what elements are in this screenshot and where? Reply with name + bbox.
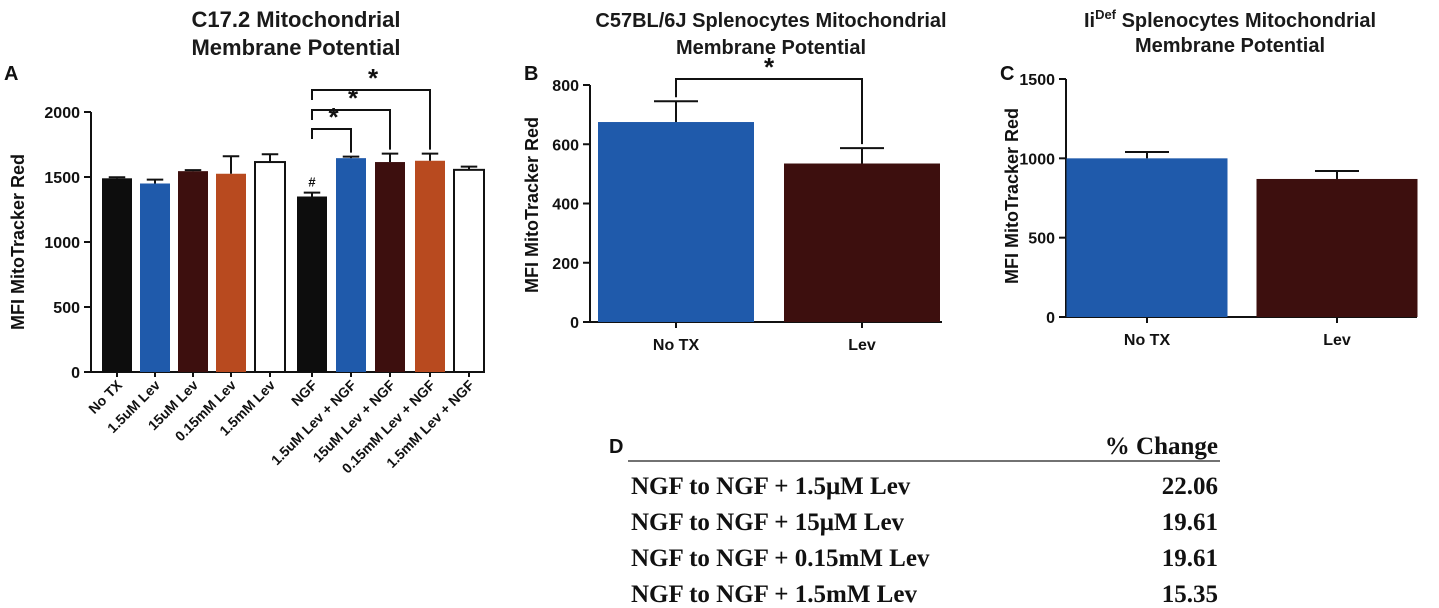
panel-d: D % Change NGF to NGF + 1.5μM Lev 22.06 NG… (609, 433, 1220, 608)
panel-b-bar (598, 122, 754, 322)
panel-a-y-tick-label: 2000 (44, 105, 80, 122)
panel-c-bar (1066, 158, 1228, 317)
table-row-label: NGF to NGF + 0.15mM Lev (631, 545, 930, 572)
panel-a-y-tick-label: 0 (71, 365, 80, 382)
panel-c-y-tick-label: 1500 (1019, 72, 1055, 89)
panel-a-bar (297, 196, 327, 372)
panel-letter-d: D (609, 436, 623, 458)
panel-c-title-line2: Membrane Potential (1135, 35, 1325, 57)
panel-a-significance-bracket (311, 128, 352, 153)
table-row-value: 22.06 (1162, 473, 1218, 500)
table-header-percent-change: % Change (1105, 433, 1218, 460)
panel-a-significance-star: * (328, 102, 339, 132)
panel-b-category-label: No TX (653, 337, 700, 354)
panel-a-hash-marker: # (308, 175, 316, 190)
panel-b: B C57BL/6J Splenocytes Mitochondrial Mem… (522, 10, 947, 354)
panel-letter-a: A (4, 63, 18, 85)
table-row-value: 19.61 (1162, 509, 1218, 536)
panel-a-category-label: NGF (288, 376, 321, 409)
panel-c-y-axis-label: MFI MitoTracker Red (1002, 108, 1022, 284)
panel-a-significance-bracket (311, 109, 391, 150)
panel-b-y-tick-label: 0 (570, 315, 579, 332)
panel-b-y-tick-label: 800 (552, 78, 579, 95)
panel-a-significance-bracket (311, 89, 431, 150)
panel-a-y-axis-label: MFI MitoTracker Red (8, 154, 28, 330)
panel-b-title-line2: Membrane Potential (676, 37, 866, 59)
panel-c: C IiDef Splenocytes Mitochondrial Membra… (1000, 7, 1418, 349)
panel-a-title-line1: C17.2 Mitochondrial (191, 7, 400, 32)
panel-b-y-tick-label: 600 (552, 137, 579, 154)
panel-a-bar (336, 158, 366, 372)
panel-c-category-label: No TX (1124, 332, 1171, 349)
table-row-label: NGF to NGF + 1.5mM Lev (631, 581, 917, 608)
panel-letter-c: C (1000, 63, 1014, 85)
panel-letter-b: B (524, 63, 538, 85)
table-row-value: 15.35 (1162, 581, 1218, 608)
panel-c-y-tick-label: 0 (1046, 310, 1055, 327)
panel-b-significance-bracket (675, 78, 863, 145)
panel-c-bar (1256, 178, 1418, 317)
panel-c-category-label: Lev (1323, 332, 1351, 349)
panel-a-bar (216, 173, 246, 372)
panel-b-y-tick-label: 200 (552, 256, 579, 273)
panel-a-bar (453, 168, 485, 373)
panel-b-significance-star: * (764, 52, 775, 82)
table-row-label: NGF to NGF + 1.5μM Lev (631, 473, 911, 500)
panel-a-title-line2: Membrane Potential (191, 35, 400, 60)
panel-a-bar (254, 161, 286, 373)
panel-a-bar (375, 162, 405, 372)
table-row-value: 19.61 (1162, 545, 1218, 572)
panel-b-bar (784, 163, 940, 322)
panel-a-y-tick-label: 500 (53, 300, 80, 317)
panel-a-bar (415, 160, 445, 372)
panel-b-y-axis-label: MFI MitoTracker Red (522, 117, 542, 293)
panel-b-y-tick-label: 400 (552, 197, 579, 214)
table-row-label: NGF to NGF + 15μM Lev (631, 509, 905, 536)
panel-a-significance-star: * (348, 83, 359, 113)
panel-b-category-label: Lev (848, 337, 876, 354)
panel-a-bar (102, 178, 132, 372)
panel-a: A C17.2 Mitochondrial Membrane Potential… (4, 7, 485, 476)
panel-c-y-tick-label: 1000 (1019, 151, 1055, 168)
panel-a-bar (178, 171, 208, 372)
panel-b-title-line1: C57BL/6J Splenocytes Mitochondrial (595, 10, 946, 32)
panel-a-y-tick-label: 1500 (44, 170, 80, 187)
panel-c-y-tick-label: 500 (1028, 231, 1055, 248)
panel-a-bar (140, 183, 170, 372)
panel-a-y-tick-label: 1000 (44, 235, 80, 252)
panel-c-title-line1: IiDef Splenocytes Mitochondrial (1084, 7, 1376, 32)
panel-a-significance-star: * (368, 63, 379, 93)
